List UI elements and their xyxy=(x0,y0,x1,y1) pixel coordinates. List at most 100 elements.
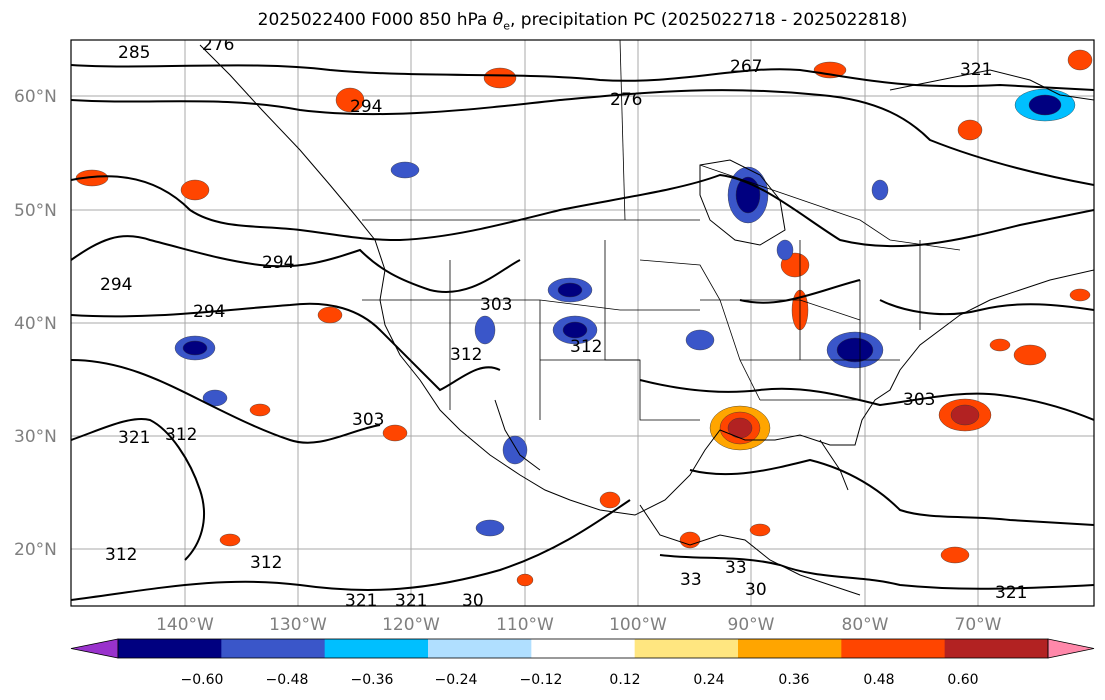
precipitation-blob xyxy=(182,340,208,356)
precipitation-blob xyxy=(950,404,980,426)
state-borders xyxy=(362,40,961,421)
precipitation-blob xyxy=(390,161,420,179)
lon-label: 100°W xyxy=(609,615,667,635)
contour-label: 30 xyxy=(745,580,767,600)
colorbar-tick-label: −0.60 xyxy=(181,672,224,688)
colorbar-tick-label: −0.24 xyxy=(435,672,478,688)
precipitation-blob xyxy=(749,523,771,537)
colorbar-segment xyxy=(944,639,1049,658)
lon-label: 90°W xyxy=(728,615,775,635)
contour-label: 303 xyxy=(480,295,512,315)
precipitation-blob xyxy=(1013,344,1047,366)
theta-e-contours xyxy=(71,64,1094,601)
contour-label: 312 xyxy=(105,545,137,565)
precipitation-blob xyxy=(940,546,970,564)
precipitation-blob xyxy=(502,435,528,465)
colorbar-extend-high xyxy=(1047,638,1095,659)
contour-label: 33 xyxy=(680,570,702,590)
colorbar-segment xyxy=(634,639,739,658)
contour-label: 30 xyxy=(462,591,484,611)
lon-label: 140°W xyxy=(156,615,214,635)
colorbar-tick-label: 0.36 xyxy=(778,672,809,688)
colorbar-segment xyxy=(841,639,946,658)
colorbar-tick-label: −0.48 xyxy=(266,672,309,688)
lon-label: 130°W xyxy=(269,615,327,635)
latitude-labels: 60°N 50°N 40°N 30°N 20°N xyxy=(14,87,57,560)
precipitation-blob xyxy=(599,491,621,509)
contour-label: 321 xyxy=(345,591,377,611)
precipitation-blob xyxy=(483,67,517,89)
colorbar-tick-label: 0.48 xyxy=(863,672,894,688)
lat-label: 60°N xyxy=(14,87,57,107)
lon-label: 80°W xyxy=(842,615,889,635)
contour-label: 294 xyxy=(350,97,382,117)
contour-label: 321 xyxy=(118,428,150,448)
precipitation-blob xyxy=(474,315,496,345)
colorbar-tick-label: 0.12 xyxy=(609,672,640,688)
precipitation-blob xyxy=(382,424,408,442)
lat-label: 50°N xyxy=(14,201,57,221)
colorbar-segment xyxy=(738,639,842,658)
contour-label: 285 xyxy=(118,43,150,63)
contour-labels: 285 276 267 276 294 294 294 294 303 312 … xyxy=(100,35,1027,611)
precipitation-blob xyxy=(557,282,583,298)
precipitation-blob xyxy=(317,306,343,324)
contour-label: 321 xyxy=(395,591,427,611)
contour-label: 312 xyxy=(165,425,197,445)
colorbar-tick-label: −0.36 xyxy=(351,672,394,688)
contour-label: 321 xyxy=(960,60,992,80)
map-title: 2025022400 F000 850 hPa θe, precipitatio… xyxy=(257,10,908,33)
precipitation-blob xyxy=(75,169,109,187)
lon-label: 110°W xyxy=(496,615,554,635)
contour-label: 321 xyxy=(995,583,1027,603)
lat-label: 30°N xyxy=(14,427,57,447)
precipitation-blob xyxy=(679,531,701,549)
lon-label: 120°W xyxy=(382,615,440,635)
colorbar-extend-low xyxy=(70,638,119,659)
precipitation-blob xyxy=(1069,288,1091,302)
colorbar-labels: −0.60 −0.48 −0.36 −0.24 −0.12 0.12 0.24 … xyxy=(181,672,979,688)
lon-label: 70°W xyxy=(955,615,1002,635)
lat-label: 20°N xyxy=(14,540,57,560)
colorbar-outline xyxy=(117,638,1049,659)
precipitation-blob xyxy=(836,337,874,363)
contour-label: 294 xyxy=(100,275,132,295)
colorbar-segment xyxy=(118,639,222,658)
colorbar-tick-label: 0.60 xyxy=(947,672,978,688)
colorbar-tick-label: 0.24 xyxy=(693,672,724,688)
precipitation-blob xyxy=(957,119,983,141)
precipitation-blob xyxy=(685,329,715,351)
graticule xyxy=(71,40,1094,606)
precipitation-blob xyxy=(1067,49,1093,71)
colorbar-segment xyxy=(531,639,636,658)
contour-label: 276 xyxy=(202,35,234,55)
contour-label: 303 xyxy=(352,410,384,430)
colorbar-segment xyxy=(324,639,429,658)
precipitation-blob xyxy=(475,519,505,537)
lat-label: 40°N xyxy=(14,314,57,334)
precipitation-field xyxy=(75,49,1093,587)
coastlines xyxy=(199,44,1094,596)
contour-label: 294 xyxy=(262,253,294,273)
precipitation-blob xyxy=(202,389,228,407)
colorbar-segment xyxy=(221,639,326,658)
precipitation-blob xyxy=(335,87,365,113)
contour-label: 276 xyxy=(610,90,642,110)
colorbar xyxy=(70,638,1095,659)
precipitation-blob xyxy=(871,179,889,201)
contour-label: 303 xyxy=(903,390,935,410)
precipitation-blob xyxy=(516,573,534,587)
precipitation-blob xyxy=(1028,94,1062,116)
precipitation-blob xyxy=(249,403,271,417)
colorbar-segment xyxy=(428,639,532,658)
colorbar-tick-label: −0.12 xyxy=(520,672,563,688)
longitude-labels: 140°W 130°W 120°W 110°W 100°W 90°W 80°W … xyxy=(156,615,1002,635)
contour-label: 312 xyxy=(570,337,602,357)
contour-label: 267 xyxy=(730,57,762,77)
map-frame xyxy=(70,39,1095,607)
precipitation-blob xyxy=(180,179,210,201)
precipitation-blob xyxy=(776,239,794,261)
precipitation-blob xyxy=(219,533,241,547)
contour-label: 294 xyxy=(193,302,225,322)
